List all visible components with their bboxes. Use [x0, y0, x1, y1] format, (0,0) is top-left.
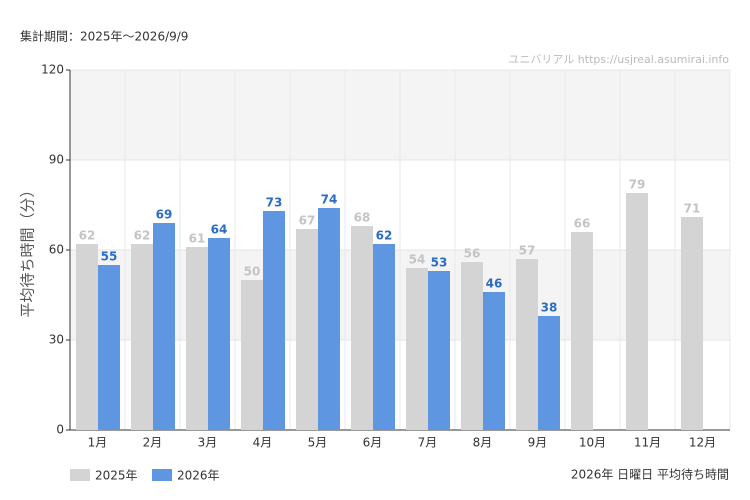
y-tick-label: 30	[49, 333, 64, 347]
legend-label: 2025年	[95, 469, 138, 483]
x-tick-label: 1月	[88, 436, 108, 450]
x-tick-label: 10月	[579, 436, 606, 450]
bar	[98, 265, 120, 430]
legend-swatch	[70, 469, 90, 481]
x-tick-label: 9月	[528, 436, 548, 450]
bar	[626, 193, 648, 430]
source: ユニバリアル https://usjreal.asumirai.info	[508, 53, 729, 66]
x-tick-label: 5月	[308, 436, 328, 450]
data-label: 68	[354, 211, 371, 225]
bar	[406, 268, 428, 430]
bar	[186, 247, 208, 430]
bar	[263, 211, 285, 430]
data-label: 56	[464, 247, 481, 261]
bar	[318, 208, 340, 430]
data-label: 74	[321, 193, 338, 207]
x-tick-label: 2月	[143, 436, 163, 450]
bar	[483, 292, 505, 430]
data-label: 57	[519, 244, 536, 258]
data-label: 54	[409, 253, 426, 267]
data-label: 66	[574, 217, 591, 231]
x-tick-label: 6月	[363, 436, 383, 450]
data-label: 69	[156, 208, 173, 222]
data-label: 73	[266, 196, 283, 210]
bar	[571, 232, 593, 430]
subtitle: 集計期間：2025年～2026/9/9	[20, 29, 188, 44]
data-label: 38	[541, 301, 558, 315]
data-label: 55	[101, 250, 118, 264]
bar	[351, 226, 373, 430]
x-tick-label: 12月	[689, 436, 716, 450]
y-tick-label: 90	[49, 153, 64, 167]
y-axis-label: 平均待ち時間（分）	[19, 182, 37, 317]
bar	[76, 244, 98, 430]
y-tick-label: 0	[56, 423, 64, 437]
bar	[373, 244, 395, 430]
data-label: 71	[684, 202, 701, 216]
bar	[131, 244, 153, 430]
legend-label: 2026年	[177, 469, 220, 483]
y-tick-label: 60	[49, 243, 64, 257]
data-label: 67	[299, 214, 316, 228]
y-tick-label: 120	[41, 63, 64, 77]
data-label: 62	[134, 229, 151, 243]
legend-swatch	[152, 469, 172, 481]
data-label: 64	[211, 223, 228, 237]
data-label: 46	[486, 277, 503, 291]
caption: 2026年 日曜日 平均待ち時間	[571, 468, 729, 482]
bar	[461, 262, 483, 430]
x-tick-label: 8月	[473, 436, 493, 450]
bar	[428, 271, 450, 430]
data-label: 61	[189, 232, 206, 246]
bar	[208, 238, 230, 430]
bar	[296, 229, 318, 430]
data-label: 53	[431, 256, 448, 270]
x-tick-label: 7月	[418, 436, 438, 450]
bar	[516, 259, 538, 430]
data-label: 62	[376, 229, 393, 243]
x-tick-label: 3月	[198, 436, 218, 450]
data-label: 50	[244, 265, 261, 279]
x-tick-label: 11月	[634, 436, 661, 450]
bar	[153, 223, 175, 430]
x-tick-label: 4月	[253, 436, 273, 450]
bar	[241, 280, 263, 430]
data-label: 62	[79, 229, 96, 243]
bar	[681, 217, 703, 430]
bar	[538, 316, 560, 430]
data-label: 79	[629, 178, 646, 192]
